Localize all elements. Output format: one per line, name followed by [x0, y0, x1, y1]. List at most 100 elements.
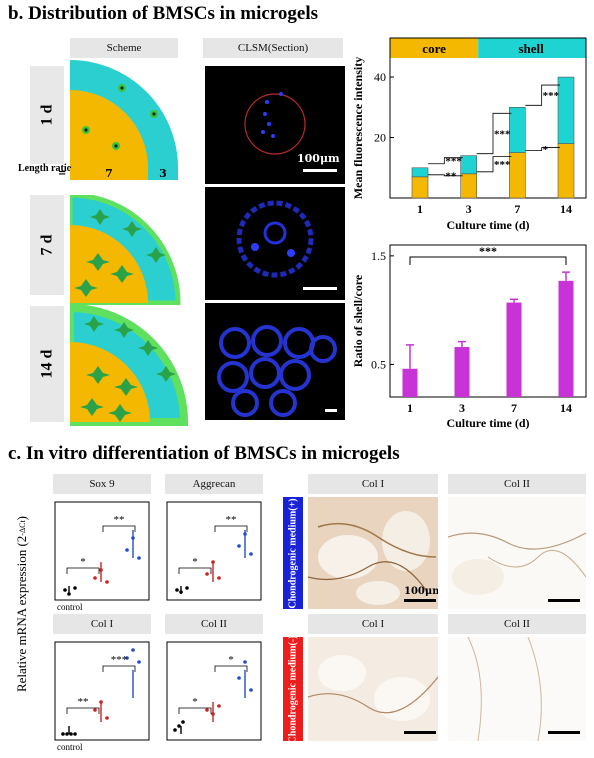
x-label: control	[57, 602, 83, 612]
sig-label: **	[78, 696, 89, 708]
data-point	[105, 580, 109, 584]
x-tick-label: 1	[407, 401, 413, 415]
data-point	[63, 588, 67, 592]
x-tick-label: 14	[560, 401, 572, 415]
mrna-plot-4: Col II * *	[165, 614, 265, 758]
sig-bracket	[409, 256, 567, 265]
data-point	[217, 704, 221, 708]
bar-shell	[460, 155, 477, 175]
data-point	[73, 732, 77, 736]
section-c-title: c. In vitro differentiation of BMSCs in …	[8, 443, 400, 464]
length-ratio-label: Length ratio	[18, 163, 72, 174]
data-point	[237, 676, 241, 680]
clsm-image-14d	[205, 303, 345, 420]
legend-core-swatch	[390, 38, 479, 58]
micro-scale-bar-1	[404, 599, 436, 602]
clsm-scale-bar-2	[303, 287, 337, 290]
bar-ratio	[402, 368, 418, 397]
sig-bracket	[102, 525, 136, 532]
length-ratio-equals: =	[58, 168, 67, 179]
plot-frame	[389, 37, 587, 199]
data-point	[131, 648, 135, 652]
data-point	[205, 572, 209, 576]
sig-bracket	[178, 567, 212, 574]
data-point	[243, 660, 247, 664]
sig-label: *	[192, 556, 198, 568]
data-point	[61, 732, 65, 736]
day-label-1: 1 d	[30, 66, 64, 164]
sig-label: **	[226, 514, 237, 526]
data-point	[237, 544, 241, 548]
data-point	[93, 708, 97, 712]
data-point	[249, 688, 253, 692]
mrna-plot-title: Sox 9	[53, 474, 151, 494]
bar-ratio	[454, 347, 470, 397]
sig-bracket	[476, 156, 512, 173]
day-label-7: 7 d	[30, 195, 64, 295]
x-label: control	[57, 742, 83, 752]
micro-header-col1-top: Col I	[308, 474, 438, 494]
scheme-14d	[70, 304, 188, 426]
data-point	[217, 576, 221, 580]
micro-scale-bar-3	[404, 731, 436, 734]
sig-bracket	[214, 525, 248, 532]
clsm-scale-bar-1	[303, 169, 337, 172]
x-tick-label: 14	[560, 202, 572, 216]
bar-core	[509, 152, 526, 199]
data-point	[65, 732, 69, 736]
clsm-scale-bar-3	[325, 409, 337, 412]
x-tick-label: 7	[511, 401, 517, 415]
section-b-title: b. Distribution of BMSCs in microgels	[8, 3, 319, 24]
sig-label: ***	[445, 156, 462, 168]
sig-bracket	[525, 84, 560, 106]
sig-label: *	[80, 556, 86, 568]
scheme-1d	[70, 60, 178, 168]
sig-label: *	[543, 144, 549, 156]
clsm-image-7d	[205, 187, 345, 300]
data-point	[173, 728, 177, 732]
bar-core	[460, 173, 477, 199]
fluorescence-chart: core shell 20 40 Mean fluorescence intensity…	[351, 37, 587, 232]
sig-label: ***	[543, 90, 560, 102]
sig-label: ***	[479, 244, 497, 258]
micrograph-col1-plus: 100μm	[308, 497, 438, 609]
cells-7d	[74, 209, 166, 297]
y-tick-label: 40	[374, 70, 386, 84]
micro-header-col2-top: Col II	[448, 474, 586, 494]
micro-scale-bar-4	[548, 731, 580, 734]
micro-scale-bar-2	[548, 599, 580, 602]
mrna-plot-title: Col I	[53, 614, 151, 634]
micro-header-col2-bottom: Col II	[448, 614, 586, 634]
data-point	[249, 552, 253, 556]
y-tick-label: 0.5	[371, 357, 386, 371]
bar-core	[411, 176, 429, 199]
data-point	[93, 576, 97, 580]
cells-1d	[82, 84, 158, 150]
micrograph-col1-minus	[308, 637, 438, 741]
data-point	[105, 716, 109, 720]
sig-label: **	[445, 170, 457, 182]
micro-scale-label: 100μm	[404, 586, 438, 597]
sig-bracket	[66, 567, 100, 574]
x-tick-label: 7	[514, 202, 520, 216]
bar-shell	[411, 167, 429, 178]
sig-label: ***	[111, 654, 128, 666]
data-point	[177, 724, 181, 728]
sig-label: ***	[494, 128, 511, 140]
x-tick-label: 3	[459, 401, 465, 415]
scheme-header: Scheme	[70, 38, 178, 58]
y-tick-label: 1.5	[371, 249, 386, 263]
plot-frame	[166, 501, 262, 601]
mrna-plot-2: Aggrecan * **	[165, 474, 265, 618]
day-label-14: 14 d	[30, 306, 64, 422]
length-ratio-core: 7	[70, 168, 148, 180]
data-point	[125, 656, 129, 660]
clsm-image-1d: 100μm	[205, 66, 345, 184]
sig-bracket	[428, 157, 463, 165]
bar-ratio	[506, 302, 522, 397]
chondrogenic-minus-label: Chondrogenic medium(-)	[283, 635, 303, 743]
sig-bracket	[178, 707, 212, 714]
y-axis-label: Ratio of shell/core	[351, 274, 365, 367]
chondrogenic-plus-label: Chondrogenic medium(+)	[283, 497, 303, 609]
clsm-scale-label: 100μm	[297, 152, 340, 165]
